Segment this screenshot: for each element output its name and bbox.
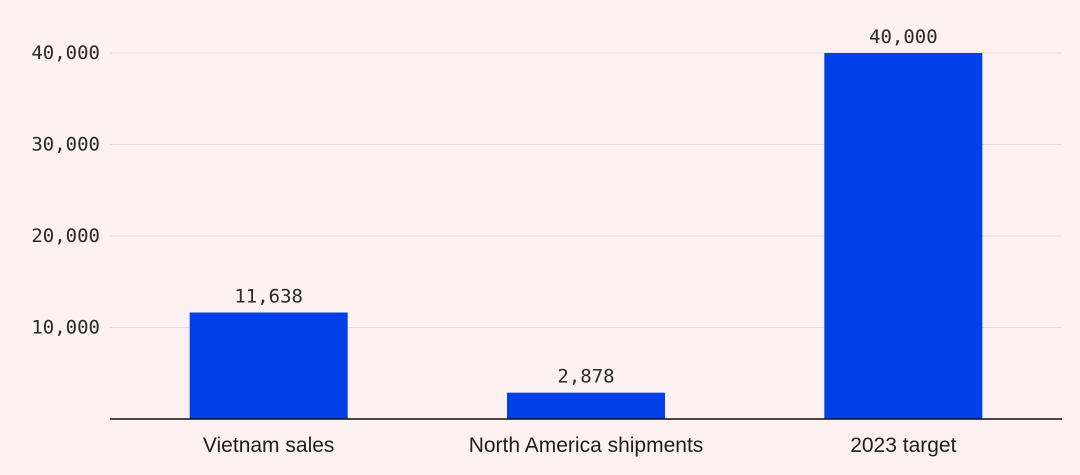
bars — [189, 53, 983, 419]
category-label: 2023 target — [850, 434, 956, 457]
bar-value-label: 40,000 — [869, 26, 938, 48]
bar-value-label: 11,638 — [234, 286, 303, 308]
x-axis-category-labels: Vietnam sales North America shipments 2023… — [203, 434, 957, 457]
y-axis-tick-labels: 10,000 20,000 30,000 40,000 — [31, 42, 100, 339]
bar-value-label: 2,878 — [557, 366, 614, 388]
y-tick-label: 30,000 — [31, 134, 100, 156]
bar — [189, 312, 348, 419]
data-labels: 11,638 2,878 40,000 — [234, 26, 937, 388]
y-tick-label: 10,000 — [31, 317, 100, 339]
category-label: Vietnam sales — [203, 434, 335, 457]
category-label: North America shipments — [469, 434, 704, 457]
bar — [824, 53, 983, 419]
bar — [507, 392, 665, 419]
y-tick-label: 20,000 — [31, 225, 100, 247]
y-tick-label: 40,000 — [31, 42, 100, 64]
